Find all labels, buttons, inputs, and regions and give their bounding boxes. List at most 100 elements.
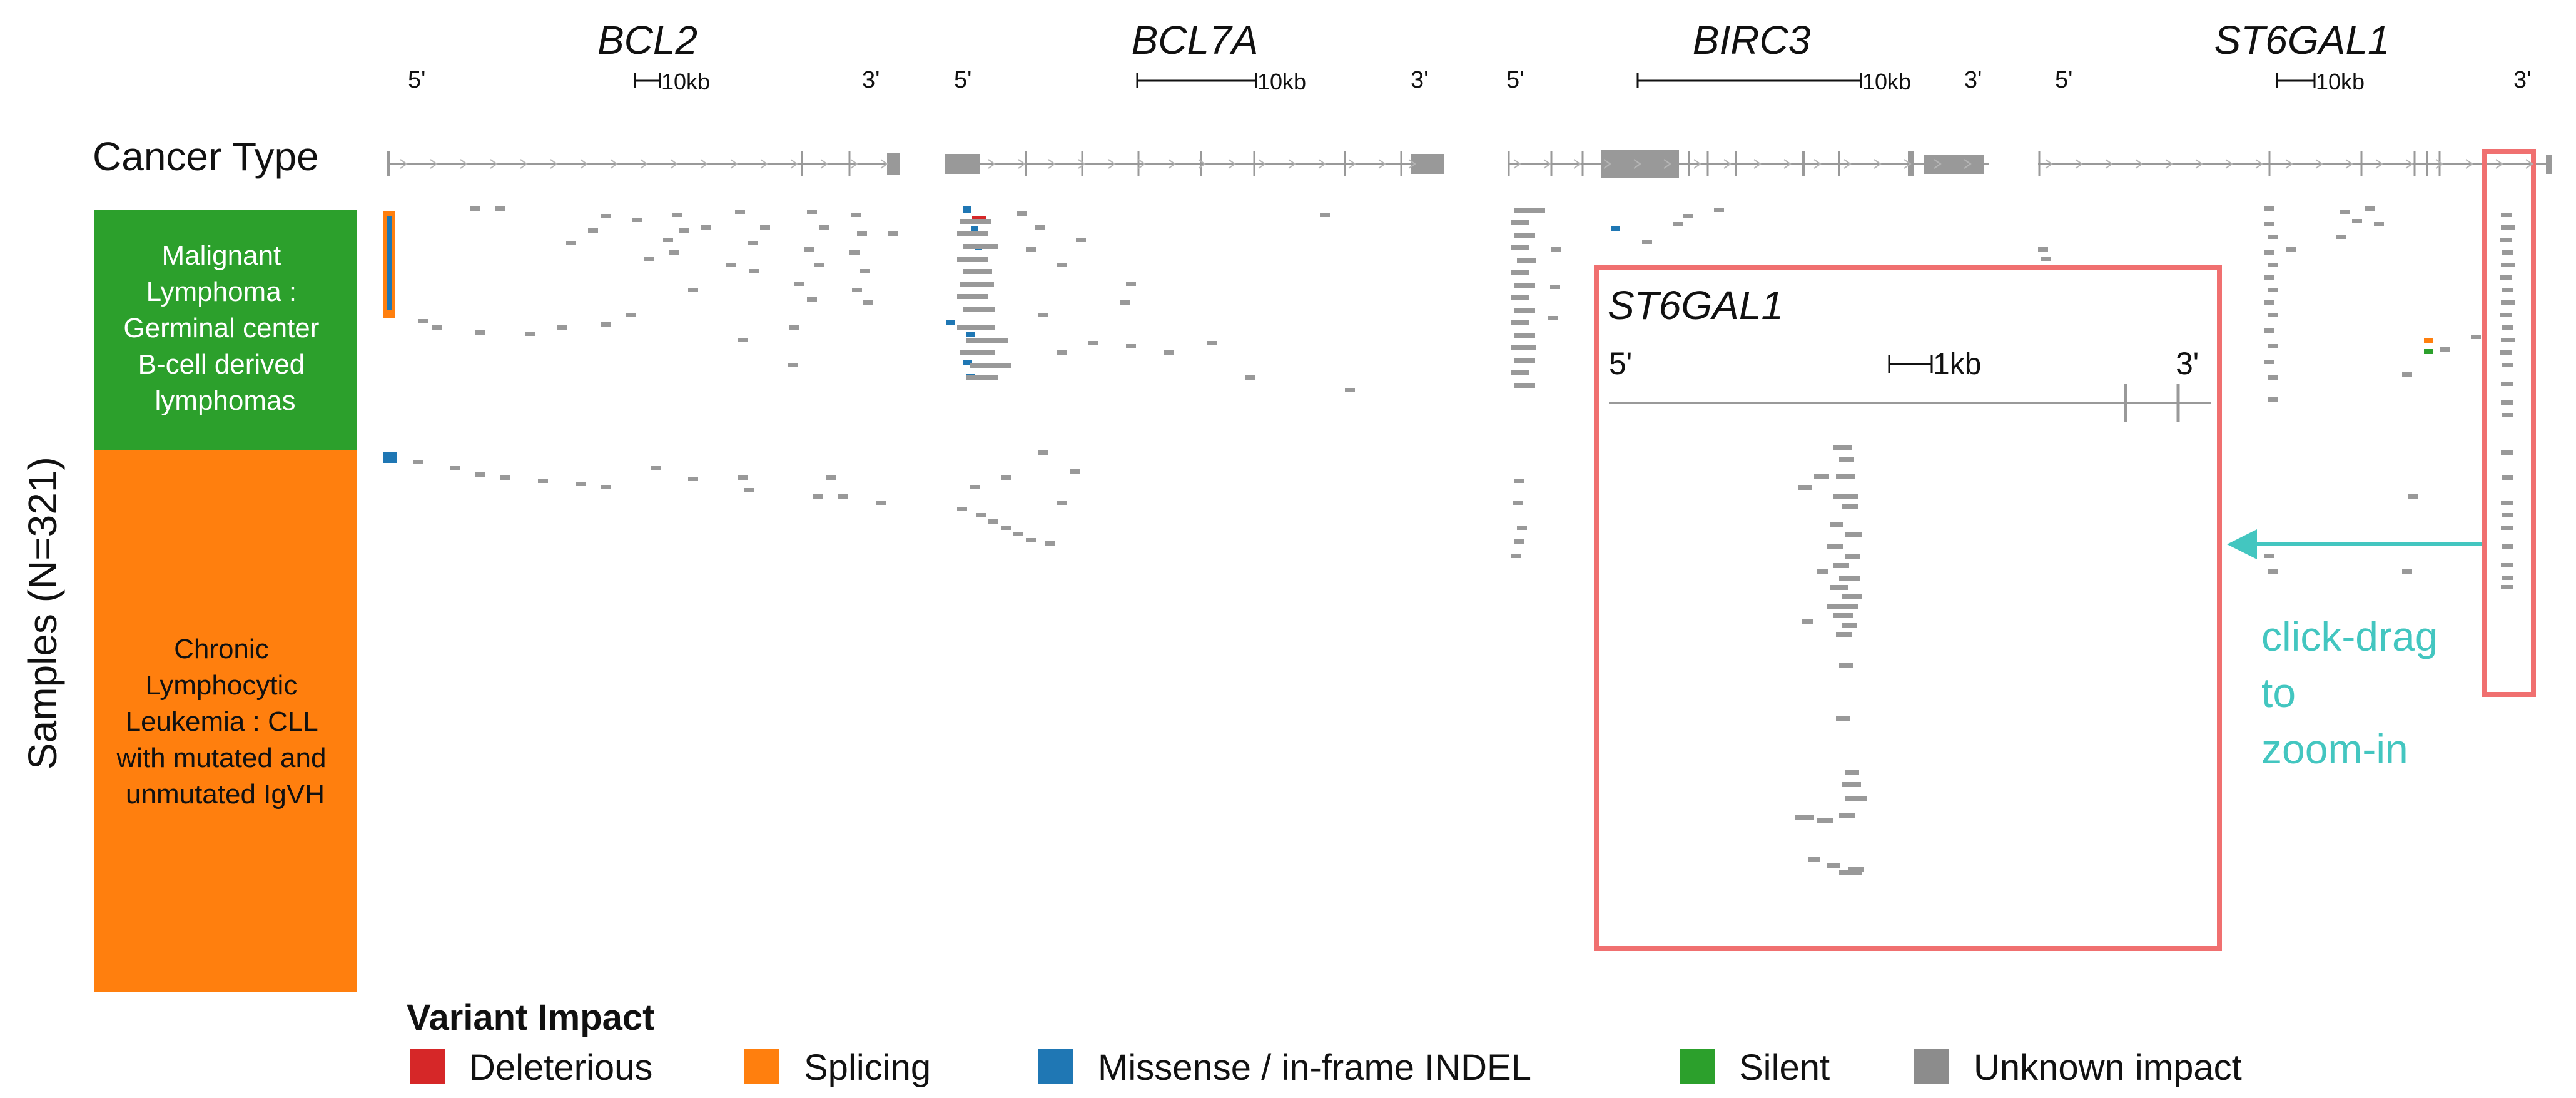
legend-label: Deleterious [469,1047,652,1088]
strand-chevron [1813,159,1822,169]
gene-title-bcl7a: BCL7A [1132,18,1259,63]
strand-chevron [2195,159,2203,169]
strand-chevron [1198,159,1206,169]
strand-chevron [400,159,408,169]
scale-bar-label: 10kb [2316,69,2365,94]
gene-panel-birc3[interactable]: BIRC3 5' 3' 10kb [1506,18,1989,558]
strand-chevron [1108,159,1116,169]
strand-chevron [1378,159,1386,169]
legend-label: Silent [1739,1047,1830,1088]
gene-panel-bcl7a[interactable]: BCL7A 5' 3' 10kb [945,18,1444,546]
strand-chevron [2435,159,2443,169]
strand-chevron [1513,159,1521,169]
strand-chevron [880,159,888,169]
strand-chevron [550,159,558,169]
three-prime-label: 3' [862,67,880,93]
unknown-swatch [1914,1049,1949,1084]
scale-bar-label: 10kb [1862,69,1911,94]
strand-chevron [1408,159,1416,169]
variant-impact-legend: Variant Impact Deleterious Splicing Miss… [407,997,2242,1088]
strand-chevron [1753,159,1762,169]
scale-bar: 10kb [634,69,710,94]
gene-panel-bcl2[interactable]: BCL2 5' 3' 10kb [383,18,900,505]
strand-chevron [1573,159,1581,169]
legend-item-splicing[interactable]: Splicing [744,1047,931,1088]
legend-label: Missense / in-frame INDEL [1098,1047,1531,1088]
strand-chevron [1138,159,1146,169]
strand-chevron [1228,159,1236,169]
legend-item-missense[interactable]: Missense / in-frame INDEL [1038,1047,1531,1088]
mutation-marks [1511,208,1724,558]
legend-item-unknown[interactable]: Unknown impact [1914,1047,2242,1088]
strand-chevron [2075,159,2083,169]
three-prime-label: 3' [2176,346,2199,381]
group-label-lymphoma: Malignant Lymphoma : Germinal center B-c… [123,240,327,416]
gene-title-birc3: BIRC3 [1693,18,1811,63]
deleterious-swatch [410,1049,445,1084]
strand-chevron [820,159,828,169]
strand-chevron [430,159,438,169]
strand-chevron [1633,159,1641,169]
legend-label: Splicing [804,1047,931,1088]
scale-bar: 10kb [1136,69,1306,94]
strand-chevron [790,159,798,169]
group-box-cll [94,450,357,992]
mutation-marks [946,206,1355,546]
strand-chevron [2375,159,2383,169]
strand-chevron [2255,159,2263,169]
mutation-marks [1795,445,1867,875]
five-prime-label: 5' [1506,67,1524,93]
cancer-group-cll[interactable]: Chronic Lymphocytic Leukemia : CLL with … [94,450,357,992]
scale-bar-label: 10kb [1257,69,1306,94]
five-prime-label: 5' [2055,67,2072,93]
gene-track [1609,384,2211,422]
group-label-cll: Chronic Lymphocytic Leukemia : CLL with … [116,634,333,810]
gene-track [2038,151,2552,176]
strand-chevron [1048,159,1056,169]
scale-bar-label: 10kb [661,69,710,94]
scale-bar: 1kb [1888,348,1981,381]
scale-bar: 10kb [1636,69,1911,94]
gene-title-st6gal1: ST6GAL1 [2214,18,2390,63]
five-prime-label: 5' [1609,346,1632,381]
strand-chevron [760,159,768,169]
missense-swatch [1038,1049,1073,1084]
legend-item-silent[interactable]: Silent [1680,1047,1830,1088]
strand-chevron [490,159,498,169]
strand-chevron [1348,159,1356,169]
strand-chevron [2135,159,2143,169]
gene-track [1508,150,1989,178]
strand-chevron [520,159,528,169]
strand-chevron [2045,159,2053,169]
mutation-marks [383,206,898,505]
five-prime-label: 5' [954,67,971,93]
zoom-inset-title: ST6GAL1 [1608,283,1783,328]
strand-chevron [640,159,648,169]
cancer-group-lymphoma[interactable]: Malignant Lymphoma : Germinal center B-c… [94,210,357,450]
strand-chevron [2345,159,2353,169]
strand-chevron [670,159,678,169]
strand-chevron [2525,159,2533,169]
strand-chevron [1543,159,1551,169]
zoom-selection-box[interactable] [2482,149,2536,697]
zoom-inset-box [1594,265,2222,951]
strand-chevron [580,159,588,169]
strand-chevron [1318,159,1326,169]
strand-chevron [610,159,618,169]
strand-chevron [730,159,738,169]
strand-chevron [2495,159,2503,169]
gene-panel-st6gal1[interactable]: ST6GAL1 5' 3' 10kb [2038,18,2552,697]
zoom-inset-panel[interactable]: ST6GAL1 5' 3' 1kb [1594,265,2222,951]
legend-item-deleterious[interactable]: Deleterious [410,1047,652,1088]
strand-chevron [1723,159,1732,169]
strand-chevron [700,159,708,169]
gene-track [945,151,1444,176]
strand-chevron [1288,159,1296,169]
strand-chevron [988,159,996,169]
group-box-lymphoma [94,210,357,450]
mutation-marks [2038,206,2515,589]
strand-chevron [1904,159,1912,169]
strand-chevron [1874,159,1882,169]
